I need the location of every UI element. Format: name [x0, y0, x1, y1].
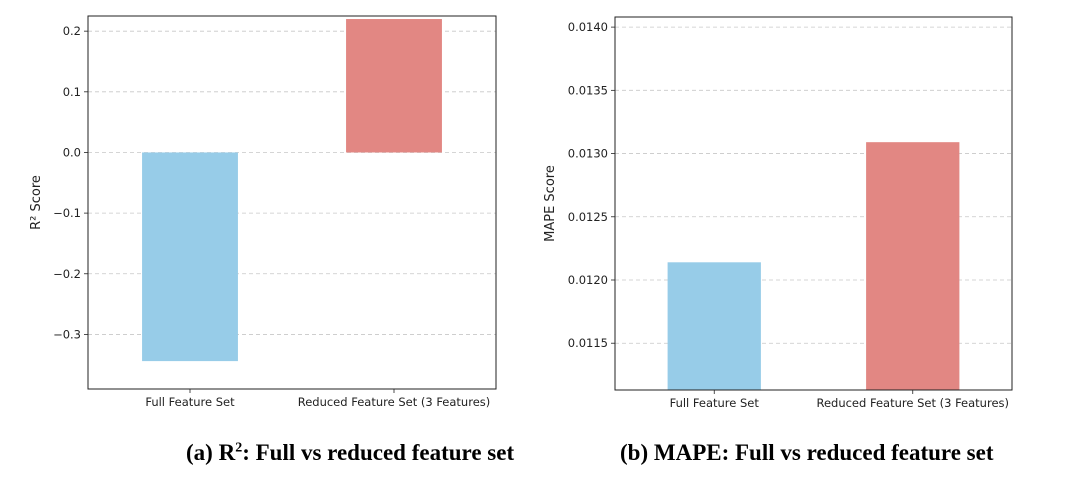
y-tick-label: 0.0115 [568, 336, 608, 350]
r2-chart: Full Feature Set Reduced Feature Set (3 F… [29, 15, 497, 409]
x-tick-label: Reduced Feature Set (3 Features) [816, 396, 1009, 410]
y-tick-label: −0.1 [53, 206, 81, 220]
y-axis-label: R² Score [29, 175, 44, 230]
caption-b: (b) MAPE: Full vs reduced feature set [620, 440, 994, 466]
bar-1 [667, 262, 761, 390]
caption-a-sup: 2 [235, 440, 243, 456]
caption-a: (a) R2: Full vs reduced feature set [186, 440, 514, 466]
y-tick-label: −0.2 [53, 267, 81, 281]
mape-chart: Full Feature Set Reduced Feature Set (3 F… [543, 16, 1013, 410]
y-tick-label: 0.1 [63, 85, 81, 99]
x-tick-label: Full Feature Set [145, 395, 235, 409]
caption-a-rest: : Full vs reduced feature set [242, 440, 515, 465]
y-tick-label: 0.0130 [568, 147, 608, 161]
y-tick-label: 0.0120 [568, 273, 608, 287]
caption-a-main: R [218, 440, 236, 465]
bar-2 [346, 19, 442, 153]
y-tick-label: 0.0125 [568, 210, 608, 224]
caption-b-label: (b) [620, 440, 649, 465]
x-tick-label: Reduced Feature Set (3 Features) [298, 395, 491, 409]
caption-a-label: (a) [186, 440, 213, 465]
x-tick-label: Full Feature Set [670, 396, 760, 410]
axes-frame [87, 15, 497, 390]
y-tick-label: 0.0135 [568, 83, 608, 97]
caption-b-text: MAPE: Full vs reduced feature set [653, 440, 994, 465]
y-tick-label: 0.0140 [568, 20, 608, 34]
y-tick-label: 0.0 [63, 145, 81, 159]
bar-2 [866, 142, 960, 390]
axes-frame [614, 16, 1013, 391]
bar-1 [142, 152, 238, 362]
y-tick-label: −0.3 [53, 327, 81, 341]
y-axis-label: MAPE Score [543, 165, 558, 242]
y-tick-label: 0.2 [63, 24, 81, 38]
